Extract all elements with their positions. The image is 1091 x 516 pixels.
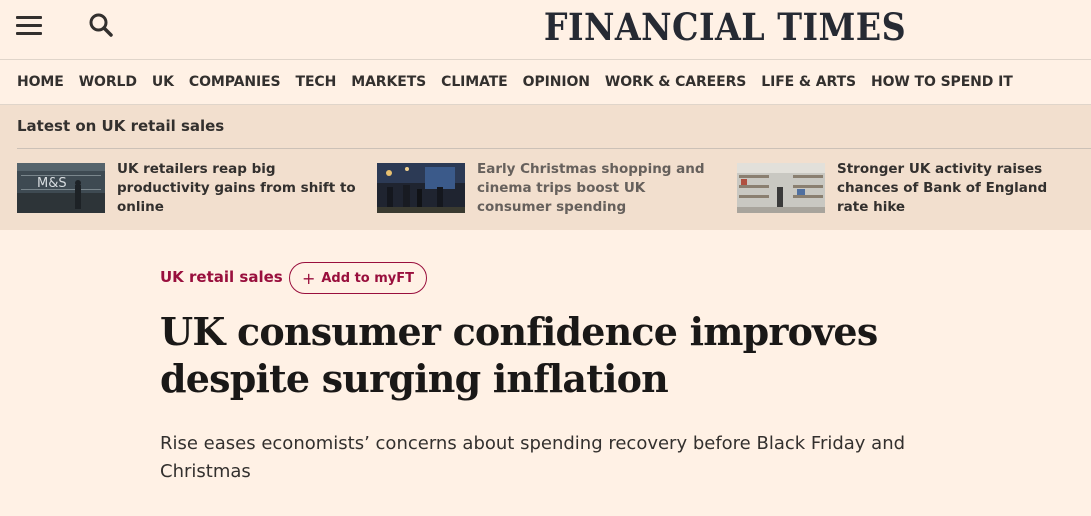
nav-item-tech[interactable]: TECH	[295, 74, 337, 90]
plus-icon: +	[301, 268, 316, 288]
article-topic-link[interactable]: UK retail sales	[160, 268, 283, 286]
latest-story-headline[interactable]: Early Christmas shopping and cinema trip…	[477, 161, 705, 215]
latest-story-headline[interactable]: UK retailers reap big productivity gains…	[117, 161, 356, 215]
latest-story-headline[interactable]: Stronger UK activity raises chances of B…	[837, 161, 1048, 215]
add-to-myft-label: Add to myFT	[321, 270, 415, 286]
latest-stories-band: Latest on UK retail sales M&S UK retaile…	[0, 105, 1091, 230]
latest-story-1[interactable]: M&S UK retailers reap big productivity g…	[17, 160, 362, 220]
site-header: FINANCIAL TIMES	[0, 0, 1091, 60]
thumbnail-ms-text: M&S	[37, 176, 67, 191]
add-to-myft-button[interactable]: + Add to myFT	[289, 262, 427, 294]
nav-item-home[interactable]: HOME	[17, 74, 64, 90]
search-icon[interactable]	[88, 12, 114, 38]
article-headline: UK consumer confidence improves despite …	[160, 309, 878, 401]
nav-item-work-careers[interactable]: WORK & CAREERS	[604, 74, 747, 90]
nav-item-how-to-spend-it[interactable]: HOW TO SPEND IT	[871, 74, 1013, 90]
story-thumbnail-empty-shelves[interactable]	[737, 163, 825, 213]
latest-story-3[interactable]: Stronger UK activity raises chances of B…	[737, 160, 1082, 220]
nav-item-life-arts[interactable]: LIFE & ARTS	[761, 74, 857, 90]
story-thumbnail-christmas-street[interactable]	[377, 163, 465, 213]
nav-item-markets[interactable]: MARKETS	[351, 74, 427, 90]
nav-item-climate[interactable]: CLIMATE	[441, 74, 508, 90]
nav-item-companies[interactable]: COMPANIES	[188, 74, 281, 90]
article-standfirst: Rise eases economists’ concerns about sp…	[160, 433, 906, 482]
hamburger-menu-icon[interactable]	[16, 14, 42, 36]
nav-item-opinion[interactable]: OPINION	[522, 74, 590, 90]
site-logo[interactable]: FINANCIAL TIMES	[543, 5, 907, 49]
divider	[17, 148, 1091, 149]
latest-story-2[interactable]: Early Christmas shopping and cinema trip…	[377, 160, 722, 220]
story-thumbnail-ms-store[interactable]: M&S	[17, 163, 105, 213]
main-navigation: HOME WORLD UK COMPANIES TECH MARKETS CLI…	[0, 60, 1091, 105]
nav-item-uk[interactable]: UK	[151, 74, 174, 90]
latest-stories-title[interactable]: Latest on UK retail sales	[17, 117, 225, 135]
nav-item-world[interactable]: WORLD	[78, 74, 137, 90]
